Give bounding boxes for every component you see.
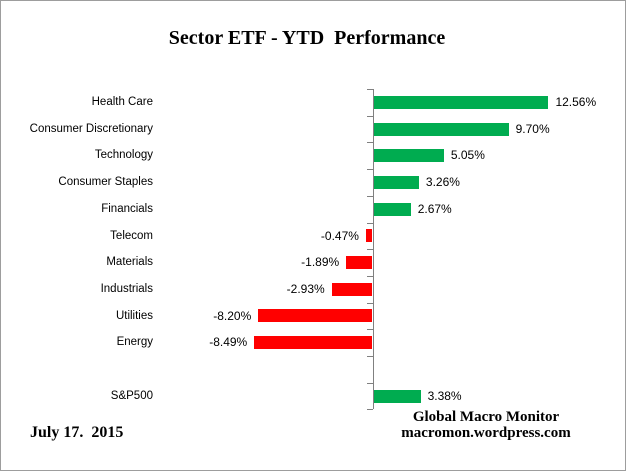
axis-tick bbox=[366, 329, 373, 331]
category-label: Energy bbox=[116, 336, 153, 349]
value-label: 9.70% bbox=[515, 121, 550, 136]
axis-tick bbox=[366, 89, 373, 90]
axis-tick bbox=[366, 356, 373, 357]
category-label: S&P500 bbox=[110, 389, 153, 402]
bar bbox=[258, 309, 373, 323]
axis-tick bbox=[366, 409, 373, 411]
category-label: Industrials bbox=[100, 282, 153, 295]
credit-line-2: macromon.wordpress.com bbox=[401, 425, 571, 441]
category-label: Consumer Discretionary bbox=[29, 122, 153, 135]
category-label: Health Care bbox=[91, 96, 153, 108]
category-label: Telecom bbox=[110, 229, 153, 242]
category-label: Technology bbox=[94, 149, 153, 162]
axis-tick bbox=[366, 382, 373, 384]
credit-line-1: Global Macro Monitor bbox=[412, 409, 560, 425]
bar bbox=[373, 389, 421, 403]
bar bbox=[346, 256, 373, 270]
bar bbox=[254, 336, 373, 350]
category-label: Utilities bbox=[115, 309, 153, 322]
bar bbox=[373, 202, 411, 216]
bar bbox=[373, 122, 509, 136]
axis-tick bbox=[366, 142, 373, 144]
bar bbox=[373, 175, 419, 189]
axis-tick bbox=[366, 302, 373, 304]
value-label: -0.47% bbox=[320, 228, 359, 243]
footer-credits: Global Macro Monitor macromon.wordpress.… bbox=[384, 409, 588, 441]
axis-tick bbox=[366, 115, 373, 117]
value-label: 3.38% bbox=[427, 388, 462, 403]
bar bbox=[373, 149, 444, 163]
footer-date: July 17. 2015 bbox=[30, 424, 124, 441]
value-label: -1.89% bbox=[301, 255, 340, 270]
value-label: -2.93% bbox=[286, 281, 325, 296]
axis-tick bbox=[366, 195, 373, 197]
value-label: 3.26% bbox=[425, 175, 460, 190]
category-label: Materials bbox=[106, 256, 153, 269]
chart-title: Sector ETF - YTD Performance bbox=[168, 27, 446, 49]
axis-tick bbox=[366, 169, 373, 171]
bar bbox=[365, 229, 373, 243]
value-label: 12.56% bbox=[555, 95, 597, 109]
value-label: 5.05% bbox=[450, 148, 485, 163]
bar bbox=[331, 282, 373, 296]
axis-tick bbox=[366, 249, 373, 251]
bar bbox=[373, 95, 549, 109]
value-label: -8.49% bbox=[209, 335, 248, 350]
category-label: Consumer Staples bbox=[58, 176, 153, 189]
category-label: Financials bbox=[101, 202, 153, 215]
value-label: -8.20% bbox=[213, 308, 252, 323]
value-label: 2.67% bbox=[417, 201, 452, 216]
category-axis bbox=[372, 89, 374, 410]
axis-tick bbox=[366, 275, 373, 277]
axis-tick bbox=[366, 222, 373, 224]
